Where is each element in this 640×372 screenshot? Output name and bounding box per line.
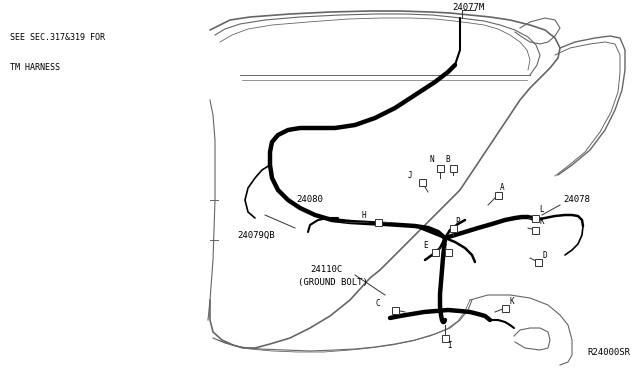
Bar	[449, 164, 456, 171]
Text: 24110C: 24110C	[310, 266, 342, 275]
Text: D: D	[543, 251, 547, 260]
Bar	[374, 218, 381, 225]
Bar	[449, 224, 456, 231]
Text: H: H	[362, 212, 366, 221]
Text: P: P	[456, 218, 460, 227]
Bar	[531, 227, 538, 234]
Text: 24079QB: 24079QB	[237, 231, 275, 240]
Bar	[534, 259, 541, 266]
Bar	[495, 192, 502, 199]
Bar	[531, 215, 538, 221]
Text: A: A	[500, 183, 504, 192]
Text: R24000SR: R24000SR	[588, 348, 630, 357]
Text: B: B	[445, 155, 451, 164]
Text: J: J	[408, 170, 412, 180]
Bar	[419, 179, 426, 186]
Text: I: I	[448, 340, 452, 350]
Text: TM HARNESS: TM HARNESS	[10, 63, 60, 72]
Bar	[442, 334, 449, 341]
Text: 24080: 24080	[296, 196, 323, 205]
Bar	[436, 164, 444, 171]
Bar	[392, 307, 399, 314]
Text: K: K	[540, 218, 544, 227]
Text: SEE SEC.317&319 FOR: SEE SEC.317&319 FOR	[10, 33, 104, 42]
Text: L: L	[540, 205, 544, 215]
Text: E: E	[424, 241, 428, 250]
Text: F: F	[442, 241, 446, 250]
Text: C: C	[376, 299, 380, 308]
Bar	[502, 305, 509, 311]
Text: 24077M: 24077M	[452, 3, 484, 13]
Text: 24078: 24078	[563, 196, 590, 205]
Bar	[445, 248, 451, 256]
Text: (GROUND BOLT): (GROUND BOLT)	[298, 278, 368, 286]
Text: N: N	[429, 155, 435, 164]
Text: K: K	[509, 296, 515, 305]
Bar	[431, 248, 438, 256]
